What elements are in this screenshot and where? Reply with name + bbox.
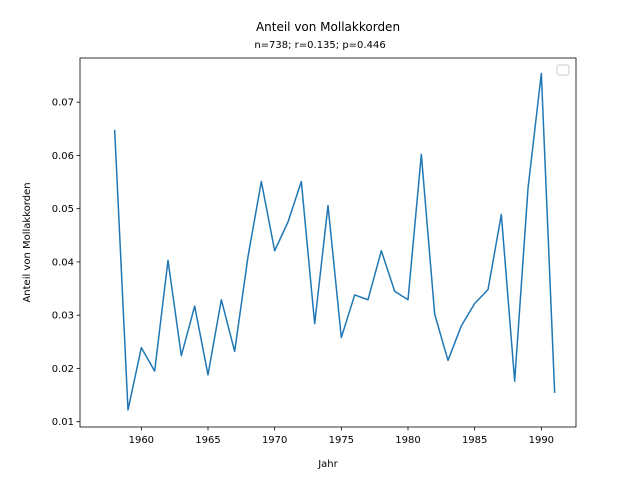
x-axis-label: Jahr	[317, 459, 338, 470]
y-tick-label: 0.06	[52, 151, 74, 162]
y-tick-label: 0.07	[52, 98, 74, 109]
x-tick-label: 1975	[329, 435, 354, 446]
plot-frame	[79, 57, 577, 428]
x-tick-label: 1970	[262, 435, 287, 446]
x-tick-label: 1965	[195, 435, 220, 446]
y-tick-label: 0.03	[52, 311, 74, 322]
x-axis: 1960 1965 1970 1975 1980 1985 1990	[129, 427, 554, 446]
y-axis-label: Anteil von Mollakkorden	[22, 182, 33, 302]
series-line-0	[113, 72, 556, 411]
y-tick-label: 0.01	[52, 417, 74, 428]
x-tick-label: 1960	[129, 435, 154, 446]
chart-title: Anteil von Mollakkorden	[256, 20, 400, 34]
y-tick-label: 0.05	[52, 204, 74, 215]
legend-box	[556, 64, 570, 76]
chart-subtitle: n=738; r=0.135; p=0.446	[254, 40, 385, 51]
y-tick-label: 0.02	[52, 364, 74, 375]
plot-area	[113, 72, 556, 411]
x-tick-label: 1985	[462, 435, 487, 446]
y-tick-label: 0.04	[52, 257, 74, 268]
x-tick-label: 1980	[395, 435, 420, 446]
y-axis: 0.01 0.02 0.03 0.04 0.05 0.06 0.07	[52, 98, 80, 428]
x-tick-label: 1990	[529, 435, 554, 446]
